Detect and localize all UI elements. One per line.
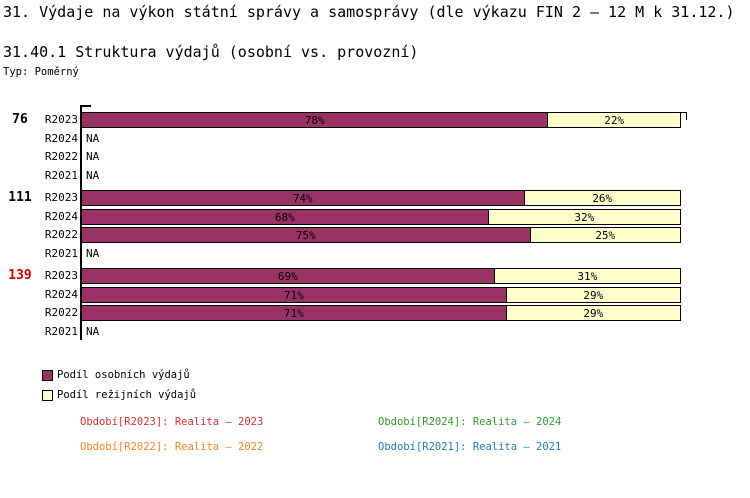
bar-row: 68% 32% bbox=[81, 209, 681, 225]
bar-segment-personal: 71% bbox=[82, 288, 507, 302]
axis-top-tick bbox=[82, 105, 91, 107]
bar-segment-personal: 69% bbox=[82, 269, 495, 283]
section-title: 31.40.1 Struktura výdajů (osobní vs. pro… bbox=[3, 43, 419, 61]
row-label: R2023 bbox=[44, 191, 78, 204]
bar-segment-overhead: 29% bbox=[506, 288, 680, 302]
na-value: NA bbox=[86, 169, 100, 182]
row-label: R2022 bbox=[44, 228, 78, 241]
bar-row: 74% 26% bbox=[81, 190, 681, 206]
bar-row: 71% 29% bbox=[81, 305, 681, 321]
bar-segment-overhead: 26% bbox=[524, 191, 680, 205]
na-value: NA bbox=[86, 325, 100, 338]
bar-row: 69% 31% bbox=[81, 268, 681, 284]
row-label: R2022 bbox=[44, 306, 78, 319]
bar-row: 75% 25% bbox=[81, 227, 681, 243]
bar-segment-personal: 75% bbox=[82, 228, 531, 242]
bar-segment-personal: 68% bbox=[82, 210, 489, 224]
legend-swatch-personal bbox=[42, 370, 53, 381]
axis-100pct-tick-horizontal bbox=[680, 112, 687, 113]
footnote-period-2024: Období[R2024]: Realita – 2024 bbox=[378, 416, 562, 428]
bar-segment-overhead: 29% bbox=[506, 306, 680, 320]
bar-row: 71% 29% bbox=[81, 287, 681, 303]
legend-label-personal: Podíl osobních výdajů bbox=[57, 369, 190, 381]
legend-swatch-overhead bbox=[42, 390, 53, 401]
row-label: R2021 bbox=[44, 325, 78, 338]
bar-segment-personal: 74% bbox=[82, 191, 525, 205]
axis-100pct-tick-vertical bbox=[685, 112, 687, 120]
row-label: R2023 bbox=[44, 113, 78, 126]
group-label: 111 bbox=[8, 190, 32, 205]
bar-segment-personal: 78% bbox=[82, 113, 549, 127]
row-label: R2024 bbox=[44, 288, 78, 301]
footnote-period-2022: Období[R2022]: Realita – 2022 bbox=[80, 441, 264, 453]
row-label: R2024 bbox=[44, 210, 78, 223]
page-title: 31. Výdaje na výkon státní správy a samo… bbox=[3, 3, 735, 21]
row-label: R2021 bbox=[44, 169, 78, 182]
bar-segment-personal: 71% bbox=[82, 306, 507, 320]
na-value: NA bbox=[86, 247, 100, 260]
group-label: 139 bbox=[8, 268, 32, 283]
bar-segment-overhead: 25% bbox=[530, 228, 680, 242]
chart-type-label: Typ: Poměrný bbox=[3, 66, 79, 78]
bar-segment-overhead: 31% bbox=[494, 269, 680, 283]
na-value: NA bbox=[86, 132, 100, 145]
bar-segment-overhead: 32% bbox=[488, 210, 680, 224]
row-label: R2024 bbox=[44, 132, 78, 145]
footnote-period-2023: Období[R2023]: Realita – 2023 bbox=[80, 416, 264, 428]
row-label: R2021 bbox=[44, 247, 78, 260]
bar-segment-overhead: 22% bbox=[548, 113, 680, 127]
row-label: R2022 bbox=[44, 150, 78, 163]
bar-row: 78% 22% bbox=[81, 112, 681, 128]
footnote-period-2021: Období[R2021]: Realita – 2021 bbox=[378, 441, 562, 453]
row-label: R2023 bbox=[44, 269, 78, 282]
legend-label-overhead: Podíl režijních výdajů bbox=[57, 389, 197, 401]
na-value: NA bbox=[86, 150, 100, 163]
group-label: 76 bbox=[12, 112, 28, 127]
